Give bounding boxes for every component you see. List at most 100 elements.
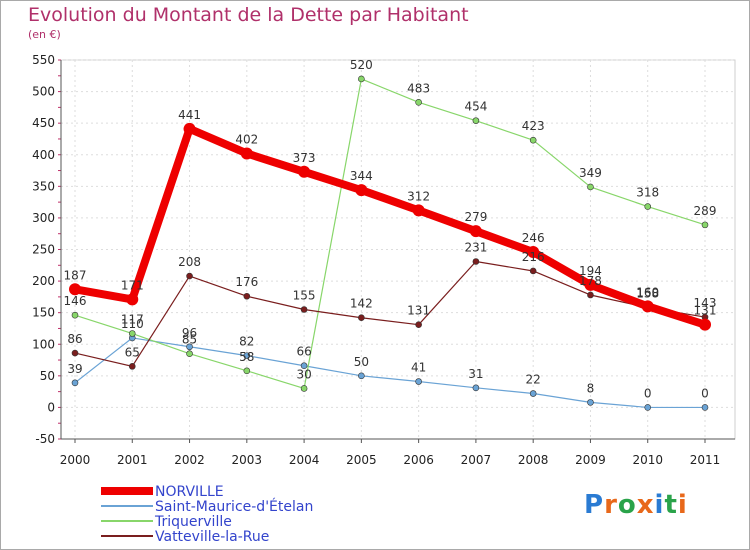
- y-tick-label: 250: [32, 243, 55, 257]
- data-label: 349: [579, 166, 602, 180]
- legend-label: Saint-Maurice-d'Ételan: [155, 498, 313, 515]
- data-point: [71, 311, 79, 319]
- logo-letter: x: [636, 490, 655, 520]
- logo-letter: i: [654, 490, 665, 520]
- data-point: [240, 147, 253, 160]
- data-label: 178: [579, 274, 602, 288]
- data-point: [415, 321, 422, 328]
- proxiti-logo: Proxiti: [584, 490, 688, 520]
- data-label: 279: [464, 210, 487, 224]
- x-tick-label: 2000: [60, 453, 91, 467]
- data-point: [243, 292, 251, 300]
- y-tick-label: 400: [32, 148, 55, 162]
- y-tick-label: 500: [32, 85, 55, 99]
- data-point: [71, 379, 79, 387]
- data-point: [186, 350, 193, 358]
- data-label: 160: [636, 285, 659, 299]
- data-point: [587, 399, 594, 406]
- data-point: [644, 203, 652, 210]
- chart-title: Evolution du Montant de la Dette par Hab…: [28, 4, 469, 26]
- data-point: [472, 117, 480, 124]
- y-tick-label: 150: [32, 306, 55, 320]
- data-point: [415, 378, 422, 385]
- y-tick-label: 0: [47, 400, 55, 414]
- legend-label: NORVILLE: [155, 484, 224, 500]
- data-point: [529, 390, 537, 397]
- data-point: [529, 267, 537, 275]
- logo-letter: o: [617, 490, 637, 520]
- data-label: 344: [350, 169, 373, 183]
- data-label: 441: [178, 108, 201, 122]
- data-label: 176: [235, 275, 258, 289]
- data-point: [186, 272, 193, 280]
- x-tick-label: 2007: [461, 453, 492, 467]
- series-line: [71, 124, 709, 329]
- data-point: [415, 99, 422, 106]
- data-point: [71, 349, 79, 357]
- data-point: [699, 318, 711, 331]
- data-label: 85: [182, 333, 197, 347]
- data-label: 231: [464, 241, 487, 255]
- data-label: 171: [121, 278, 144, 292]
- y-tick-label: 550: [32, 53, 55, 67]
- legend-label: Triquerville: [154, 514, 232, 530]
- data-label: 454: [464, 100, 487, 114]
- x-tick-label: 2005: [346, 453, 377, 467]
- data-point: [472, 384, 480, 392]
- y-tick-label: -50: [35, 432, 55, 446]
- data-label: 110: [121, 317, 144, 331]
- data-point: [587, 291, 594, 299]
- y-tick-label: 450: [32, 116, 55, 130]
- x-tick-label: 2002: [174, 453, 205, 467]
- logo-letter: i: [677, 490, 688, 520]
- data-point: [300, 385, 308, 392]
- data-label: 246: [522, 231, 545, 245]
- data-label: 50: [354, 355, 369, 369]
- data-label: 208: [178, 255, 201, 269]
- data-point: [358, 75, 365, 83]
- data-label: 39: [67, 362, 82, 376]
- data-point: [355, 184, 368, 197]
- x-tick-label: 2009: [575, 453, 606, 467]
- logo-letter: t: [664, 490, 678, 520]
- data-point: [472, 258, 480, 265]
- data-label: 41: [411, 361, 426, 375]
- data-label: 117: [121, 313, 144, 327]
- data-label: 86: [67, 332, 82, 346]
- data-label: 289: [694, 204, 717, 218]
- data-label: 142: [350, 297, 373, 311]
- data-point: [128, 363, 136, 370]
- data-point: [587, 183, 594, 191]
- data-label: 402: [235, 132, 258, 146]
- data-label: 22: [526, 373, 541, 387]
- data-label: 82: [239, 335, 254, 349]
- x-tick-label: 2004: [289, 453, 320, 467]
- data-label: 131: [694, 304, 717, 318]
- data-point: [298, 165, 311, 178]
- data-label: 143: [694, 296, 717, 310]
- series-lines: [71, 78, 709, 409]
- data-labels: 187 171 441 402 373 344 312 279 246 194 160 131 39 11…: [64, 58, 717, 400]
- x-tick-label: 2008: [518, 453, 549, 467]
- data-label: 31: [468, 367, 483, 381]
- data-label: 66: [296, 345, 311, 359]
- data-label: 187: [64, 268, 87, 282]
- data-point: [183, 122, 196, 135]
- data-label: 96: [182, 326, 197, 340]
- data-label: 318: [636, 186, 659, 200]
- x-tick-label: 2001: [117, 453, 148, 467]
- data-point: [300, 362, 308, 370]
- data-point: [243, 367, 251, 375]
- data-point: [469, 225, 482, 238]
- data-point: [644, 404, 652, 411]
- data-label: 8: [587, 381, 595, 395]
- data-label: 520: [350, 58, 373, 72]
- data-point: [412, 204, 425, 217]
- legend-label: Vatteville-la-Rue: [155, 529, 269, 545]
- data-label: 158: [636, 287, 659, 301]
- data-label: 146: [64, 294, 87, 308]
- grid: [60, 59, 736, 440]
- axes: [58, 59, 735, 443]
